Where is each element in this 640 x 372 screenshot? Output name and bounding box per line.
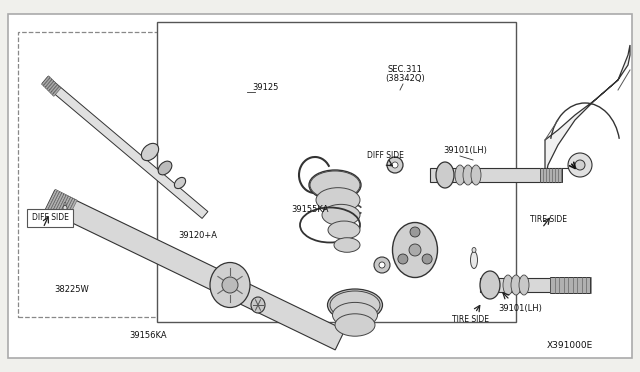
Polygon shape	[56, 195, 68, 217]
Polygon shape	[550, 277, 590, 293]
Ellipse shape	[63, 205, 67, 211]
Circle shape	[374, 257, 390, 273]
Text: (38342Q): (38342Q)	[385, 74, 425, 83]
Circle shape	[387, 157, 403, 173]
Text: DIFF SIDE: DIFF SIDE	[367, 151, 403, 160]
Circle shape	[222, 277, 238, 293]
Ellipse shape	[392, 222, 438, 278]
Polygon shape	[42, 77, 208, 218]
Ellipse shape	[309, 170, 361, 200]
Text: DIFF SIDE: DIFF SIDE	[31, 214, 68, 222]
Circle shape	[575, 160, 585, 170]
Circle shape	[410, 227, 420, 237]
Text: 39156KA: 39156KA	[129, 330, 167, 340]
Text: 39120+A: 39120+A	[179, 231, 218, 240]
Text: 39101(LH): 39101(LH)	[498, 304, 542, 312]
Ellipse shape	[316, 188, 360, 212]
Ellipse shape	[310, 171, 360, 199]
Polygon shape	[52, 87, 61, 96]
Ellipse shape	[330, 291, 380, 319]
Polygon shape	[51, 85, 59, 94]
Ellipse shape	[480, 271, 500, 299]
Ellipse shape	[61, 209, 69, 227]
Ellipse shape	[436, 162, 454, 188]
Polygon shape	[42, 76, 50, 86]
Text: 39101(LH): 39101(LH)	[443, 145, 487, 154]
Ellipse shape	[472, 247, 476, 253]
Ellipse shape	[328, 289, 383, 321]
Ellipse shape	[463, 165, 473, 185]
Polygon shape	[62, 198, 75, 221]
Polygon shape	[60, 197, 73, 219]
Ellipse shape	[519, 275, 529, 295]
Ellipse shape	[251, 297, 265, 313]
Text: 39125: 39125	[252, 83, 278, 93]
Circle shape	[398, 254, 408, 264]
Ellipse shape	[511, 275, 521, 295]
Polygon shape	[480, 278, 580, 292]
Ellipse shape	[175, 177, 186, 189]
FancyBboxPatch shape	[27, 209, 73, 227]
Polygon shape	[45, 189, 58, 212]
Circle shape	[422, 254, 432, 264]
Polygon shape	[49, 83, 58, 93]
Text: TIRE SIDE: TIRE SIDE	[529, 215, 566, 224]
Bar	[157, 22, 516, 322]
Circle shape	[392, 162, 398, 168]
Bar	[18, 32, 350, 317]
Text: SEC.311: SEC.311	[388, 65, 422, 74]
Text: TIRE SIDE: TIRE SIDE	[451, 315, 488, 324]
Polygon shape	[45, 79, 54, 89]
Ellipse shape	[322, 204, 360, 226]
Polygon shape	[58, 196, 70, 218]
Polygon shape	[430, 168, 560, 182]
Circle shape	[409, 244, 421, 256]
Text: 39155KA: 39155KA	[291, 205, 329, 215]
Ellipse shape	[335, 314, 375, 336]
Circle shape	[379, 262, 385, 268]
Polygon shape	[45, 190, 345, 350]
Ellipse shape	[210, 263, 250, 308]
Polygon shape	[65, 199, 77, 222]
Ellipse shape	[471, 165, 481, 185]
Polygon shape	[47, 81, 56, 91]
Ellipse shape	[158, 161, 172, 175]
Polygon shape	[51, 193, 64, 215]
Ellipse shape	[64, 202, 66, 205]
Text: X391000E: X391000E	[547, 340, 593, 350]
Circle shape	[568, 153, 592, 177]
Polygon shape	[49, 192, 62, 214]
Polygon shape	[53, 194, 66, 216]
Ellipse shape	[334, 238, 360, 252]
Ellipse shape	[141, 143, 159, 161]
Polygon shape	[540, 168, 562, 182]
Ellipse shape	[455, 165, 465, 185]
Polygon shape	[44, 78, 52, 87]
Text: 38225W: 38225W	[54, 285, 90, 295]
Polygon shape	[545, 45, 630, 180]
Ellipse shape	[470, 251, 477, 269]
Ellipse shape	[328, 221, 360, 239]
Polygon shape	[47, 190, 60, 213]
Ellipse shape	[503, 275, 513, 295]
Ellipse shape	[333, 302, 378, 328]
